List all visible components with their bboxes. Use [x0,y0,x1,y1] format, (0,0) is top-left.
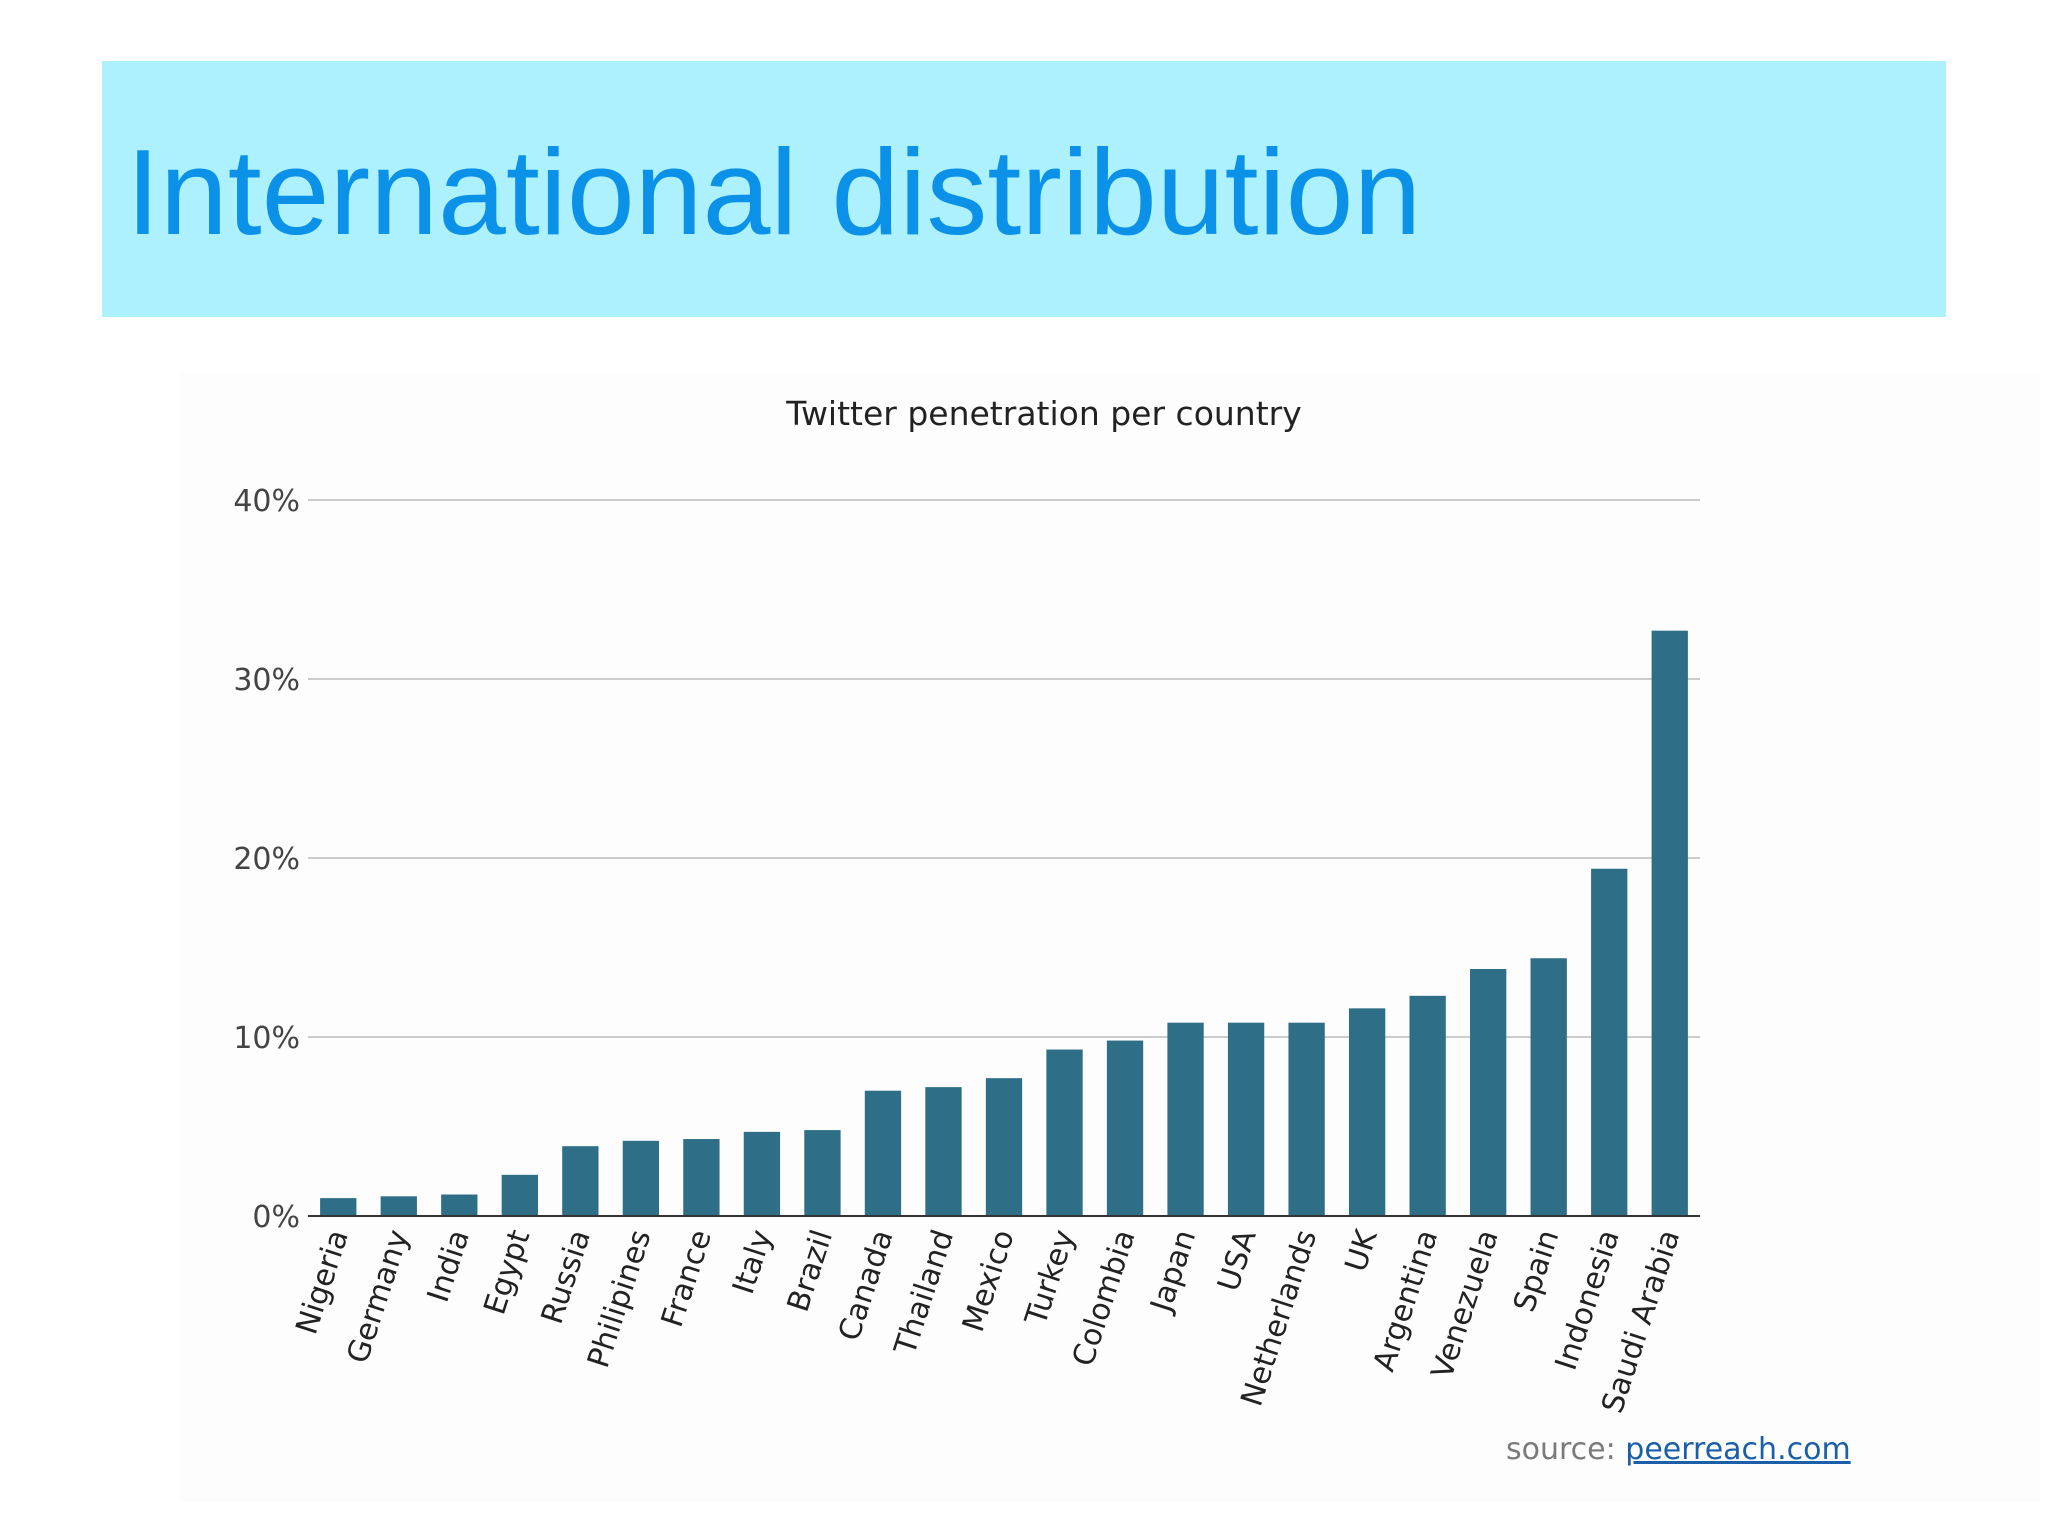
bar [1046,1049,1083,1216]
y-tick-label: 20% [233,842,300,877]
bar [562,1146,599,1216]
bar [320,1198,357,1216]
bar [1288,1022,1325,1216]
bar [501,1174,538,1216]
y-tick-label: 40% [233,484,300,519]
bar [925,1087,962,1216]
bar [622,1140,660,1216]
source-label: source: [1506,1432,1616,1467]
chart-title: Twitter penetration per country [785,394,1302,433]
bar [1530,958,1567,1216]
x-tick-label: Japan [1143,1226,1203,1318]
bar [1348,1008,1386,1216]
x-tick-label: Italy [726,1226,779,1299]
bar [1106,1040,1144,1216]
bar [743,1131,781,1216]
x-tick-label: USA [1211,1225,1264,1295]
bar [1167,1022,1204,1216]
bar [985,1078,1023,1216]
x-tick-label: Russia [535,1226,598,1329]
bar [1227,1022,1265,1216]
bar [1409,995,1446,1216]
bars [320,630,1688,1216]
bar [380,1196,417,1216]
title-banner: International distribution [102,61,1946,317]
grid-lines [308,499,1700,1038]
chart-panel [180,372,2040,1502]
bar [441,1194,478,1216]
x-tick-label: Brazil [781,1226,840,1316]
x-tick-label: Canada [832,1226,901,1345]
y-tick-label: 30% [233,663,300,698]
bar [864,1090,902,1216]
bar [1651,630,1688,1216]
bar [1470,968,1507,1216]
bar [1591,868,1628,1216]
y-tick-label: 10% [233,1021,300,1056]
x-tick-label: UK [1339,1224,1386,1276]
x-tick-label: Mexico [956,1226,1022,1336]
bar [804,1130,841,1216]
x-tick-label: India [421,1226,477,1307]
x-tick-label: Turkey [1018,1226,1082,1331]
x-tick-label: France [655,1226,719,1332]
y-axis-ticks: 0% 10% 20% 30% 40% [233,484,300,1235]
source-link[interactable]: peerreach.com [1625,1432,1851,1467]
x-tick-label: Thailand [888,1226,961,1360]
source-note: source: peerreach.com [1506,1432,1851,1467]
y-tick-label: 0% [252,1200,300,1235]
bar [683,1139,720,1216]
x-tick-label: Nigeria [289,1226,355,1339]
x-tick-label: Egypt [477,1225,537,1318]
x-tick-label: Spain [1507,1226,1566,1317]
slide-title: International distribution [126,124,1422,260]
